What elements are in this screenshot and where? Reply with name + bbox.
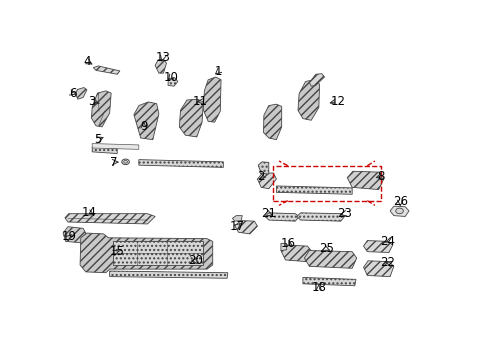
Text: 16: 16 bbox=[281, 237, 295, 250]
Polygon shape bbox=[113, 242, 203, 265]
Polygon shape bbox=[276, 186, 351, 194]
Polygon shape bbox=[263, 104, 281, 140]
Text: 15: 15 bbox=[109, 245, 124, 258]
Text: 9: 9 bbox=[140, 120, 147, 133]
Text: 25: 25 bbox=[318, 242, 333, 255]
Text: 1: 1 bbox=[214, 65, 222, 78]
Polygon shape bbox=[75, 87, 87, 99]
Text: 5: 5 bbox=[94, 133, 102, 146]
Polygon shape bbox=[363, 240, 392, 252]
Polygon shape bbox=[296, 213, 344, 221]
Polygon shape bbox=[234, 221, 257, 234]
Text: 3: 3 bbox=[87, 95, 95, 108]
Text: 20: 20 bbox=[188, 254, 203, 267]
Text: 6: 6 bbox=[69, 87, 76, 100]
Text: 2: 2 bbox=[257, 170, 264, 183]
Polygon shape bbox=[258, 162, 268, 174]
Text: 17: 17 bbox=[229, 220, 244, 233]
Text: 8: 8 bbox=[377, 170, 384, 183]
Text: 18: 18 bbox=[311, 281, 325, 294]
Polygon shape bbox=[302, 278, 355, 286]
Polygon shape bbox=[363, 261, 393, 276]
Polygon shape bbox=[80, 233, 212, 273]
Polygon shape bbox=[65, 214, 155, 224]
Text: 13: 13 bbox=[155, 51, 170, 64]
Text: 11: 11 bbox=[193, 95, 208, 108]
Polygon shape bbox=[92, 147, 117, 153]
Text: 24: 24 bbox=[380, 235, 394, 248]
Circle shape bbox=[122, 159, 129, 165]
Text: 21: 21 bbox=[261, 207, 275, 220]
Polygon shape bbox=[139, 159, 223, 167]
Polygon shape bbox=[203, 77, 221, 122]
Text: 19: 19 bbox=[62, 230, 77, 243]
Polygon shape bbox=[304, 251, 356, 268]
Polygon shape bbox=[346, 171, 383, 190]
Text: 10: 10 bbox=[163, 71, 178, 84]
Circle shape bbox=[395, 208, 403, 214]
Text: 7: 7 bbox=[110, 156, 118, 168]
Polygon shape bbox=[232, 216, 242, 221]
Text: 4: 4 bbox=[83, 55, 90, 68]
Polygon shape bbox=[257, 173, 276, 189]
Polygon shape bbox=[63, 227, 85, 243]
Text: 26: 26 bbox=[392, 195, 407, 208]
Polygon shape bbox=[309, 74, 324, 86]
Text: 12: 12 bbox=[329, 95, 345, 108]
Polygon shape bbox=[109, 271, 227, 278]
Text: 22: 22 bbox=[380, 256, 394, 269]
Polygon shape bbox=[280, 245, 311, 262]
Text: 14: 14 bbox=[82, 206, 97, 219]
Polygon shape bbox=[389, 206, 408, 216]
Polygon shape bbox=[134, 102, 159, 140]
Polygon shape bbox=[92, 144, 139, 149]
Text: 23: 23 bbox=[336, 207, 351, 220]
Polygon shape bbox=[93, 66, 120, 74]
Polygon shape bbox=[168, 78, 178, 86]
Polygon shape bbox=[264, 213, 299, 221]
Polygon shape bbox=[91, 91, 111, 127]
Polygon shape bbox=[179, 99, 203, 137]
Circle shape bbox=[123, 161, 127, 163]
Polygon shape bbox=[155, 59, 166, 73]
Polygon shape bbox=[280, 243, 286, 251]
Polygon shape bbox=[297, 80, 319, 120]
